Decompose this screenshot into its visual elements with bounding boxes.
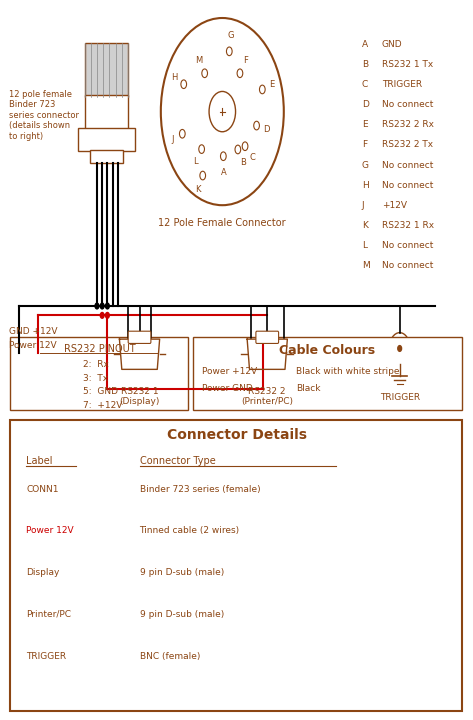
Text: 9 pin D-sub (male): 9 pin D-sub (male) (140, 610, 224, 618)
Circle shape (242, 142, 248, 150)
Text: RS232 1: RS232 1 (121, 387, 158, 396)
Circle shape (227, 47, 232, 55)
Text: D: D (263, 125, 270, 134)
Text: +12V: +12V (382, 201, 407, 210)
Text: Black with white stripe: Black with white stripe (296, 367, 399, 376)
Text: RS232 PINOUT: RS232 PINOUT (63, 344, 135, 354)
FancyBboxPatch shape (10, 420, 462, 711)
Circle shape (95, 303, 99, 309)
Text: A: A (221, 168, 227, 176)
Text: K: K (195, 186, 201, 194)
Text: B: B (362, 60, 368, 69)
Text: RS232 2 Rx: RS232 2 Rx (382, 120, 434, 130)
FancyBboxPatch shape (256, 331, 279, 343)
Text: E: E (362, 120, 368, 130)
FancyBboxPatch shape (85, 95, 128, 130)
Circle shape (105, 312, 109, 318)
Text: B: B (240, 158, 246, 167)
Circle shape (260, 85, 265, 94)
Text: M: M (362, 261, 369, 270)
FancyBboxPatch shape (193, 337, 462, 410)
Text: C: C (249, 153, 255, 162)
Text: G: G (228, 31, 234, 40)
Text: 2:  Rx: 2: Rx (83, 360, 109, 369)
Text: No connect: No connect (382, 261, 433, 270)
Text: L: L (362, 241, 367, 251)
Text: Black: Black (296, 384, 320, 393)
Circle shape (200, 171, 206, 180)
Text: GND: GND (382, 40, 403, 49)
Text: Tinned cable (2 wires): Tinned cable (2 wires) (140, 526, 240, 535)
Circle shape (220, 152, 226, 161)
Circle shape (235, 145, 241, 154)
Text: 3:  Tx: 3: Tx (83, 374, 108, 383)
Text: F: F (244, 55, 248, 65)
Circle shape (179, 130, 185, 138)
Text: Binder 723 series (female): Binder 723 series (female) (140, 485, 260, 493)
FancyBboxPatch shape (90, 150, 123, 163)
FancyBboxPatch shape (78, 128, 135, 151)
Text: Printer/PC: Printer/PC (26, 610, 71, 618)
Text: BNC (female): BNC (female) (140, 652, 200, 661)
Text: TRIGGER: TRIGGER (382, 80, 422, 89)
FancyBboxPatch shape (85, 43, 128, 97)
Text: 5:  GND: 5: GND (83, 387, 118, 396)
Text: RS232 2: RS232 2 (248, 387, 286, 396)
Text: GND +12V: GND +12V (9, 327, 58, 336)
Text: No connect: No connect (382, 181, 433, 189)
Text: Connector Type: Connector Type (140, 456, 215, 466)
Circle shape (199, 145, 204, 153)
Text: Cable Colours: Cable Colours (279, 344, 376, 357)
Text: M: M (195, 55, 202, 65)
Text: L: L (193, 157, 197, 166)
FancyBboxPatch shape (10, 337, 188, 410)
Text: No connect: No connect (382, 161, 433, 170)
Text: E: E (270, 79, 275, 89)
Text: J: J (171, 135, 174, 144)
Circle shape (100, 303, 104, 309)
Text: D: D (362, 100, 369, 109)
Text: A: A (362, 40, 368, 49)
Text: TRIGGER: TRIGGER (26, 652, 66, 661)
Text: K: K (362, 221, 368, 230)
Text: TRIGGER: TRIGGER (380, 393, 420, 402)
Text: G: G (362, 161, 369, 170)
Text: F: F (362, 140, 367, 150)
Circle shape (181, 80, 186, 89)
Text: No connect: No connect (382, 241, 433, 251)
Circle shape (398, 346, 402, 351)
Text: RS232 1 Rx: RS232 1 Rx (382, 221, 434, 230)
Text: Power 12V: Power 12V (26, 526, 74, 535)
Text: Power +12V: Power +12V (202, 367, 258, 376)
Circle shape (202, 69, 208, 78)
Text: H: H (171, 73, 177, 82)
Text: 12 Pole Female Connector: 12 Pole Female Connector (158, 218, 286, 228)
Text: Label: Label (26, 456, 53, 466)
Text: (Display): (Display) (119, 397, 160, 406)
Circle shape (254, 121, 259, 130)
Circle shape (100, 312, 104, 318)
Circle shape (105, 303, 109, 309)
Text: H: H (362, 181, 368, 189)
Text: 12 pole female
Binder 723
series connector
(details shown
to right): 12 pole female Binder 723 series connect… (9, 90, 79, 140)
Text: (Printer/PC): (Printer/PC) (241, 397, 293, 406)
Text: RS232 1 Tx: RS232 1 Tx (382, 60, 433, 69)
Text: CONN1: CONN1 (26, 485, 59, 493)
Circle shape (237, 69, 243, 78)
Text: No connect: No connect (382, 100, 433, 109)
Text: Power 12V: Power 12V (9, 341, 57, 350)
Text: C: C (362, 80, 368, 89)
Text: J: J (362, 201, 365, 210)
Text: 7:  +12V: 7: +12V (83, 401, 122, 410)
FancyBboxPatch shape (128, 331, 151, 343)
Text: Power GND: Power GND (202, 384, 253, 393)
Text: Display: Display (26, 568, 60, 577)
Text: 9 pin D-sub (male): 9 pin D-sub (male) (140, 568, 224, 577)
Text: Connector Details: Connector Details (166, 428, 307, 442)
Text: RS232 2 Tx: RS232 2 Tx (382, 140, 433, 150)
